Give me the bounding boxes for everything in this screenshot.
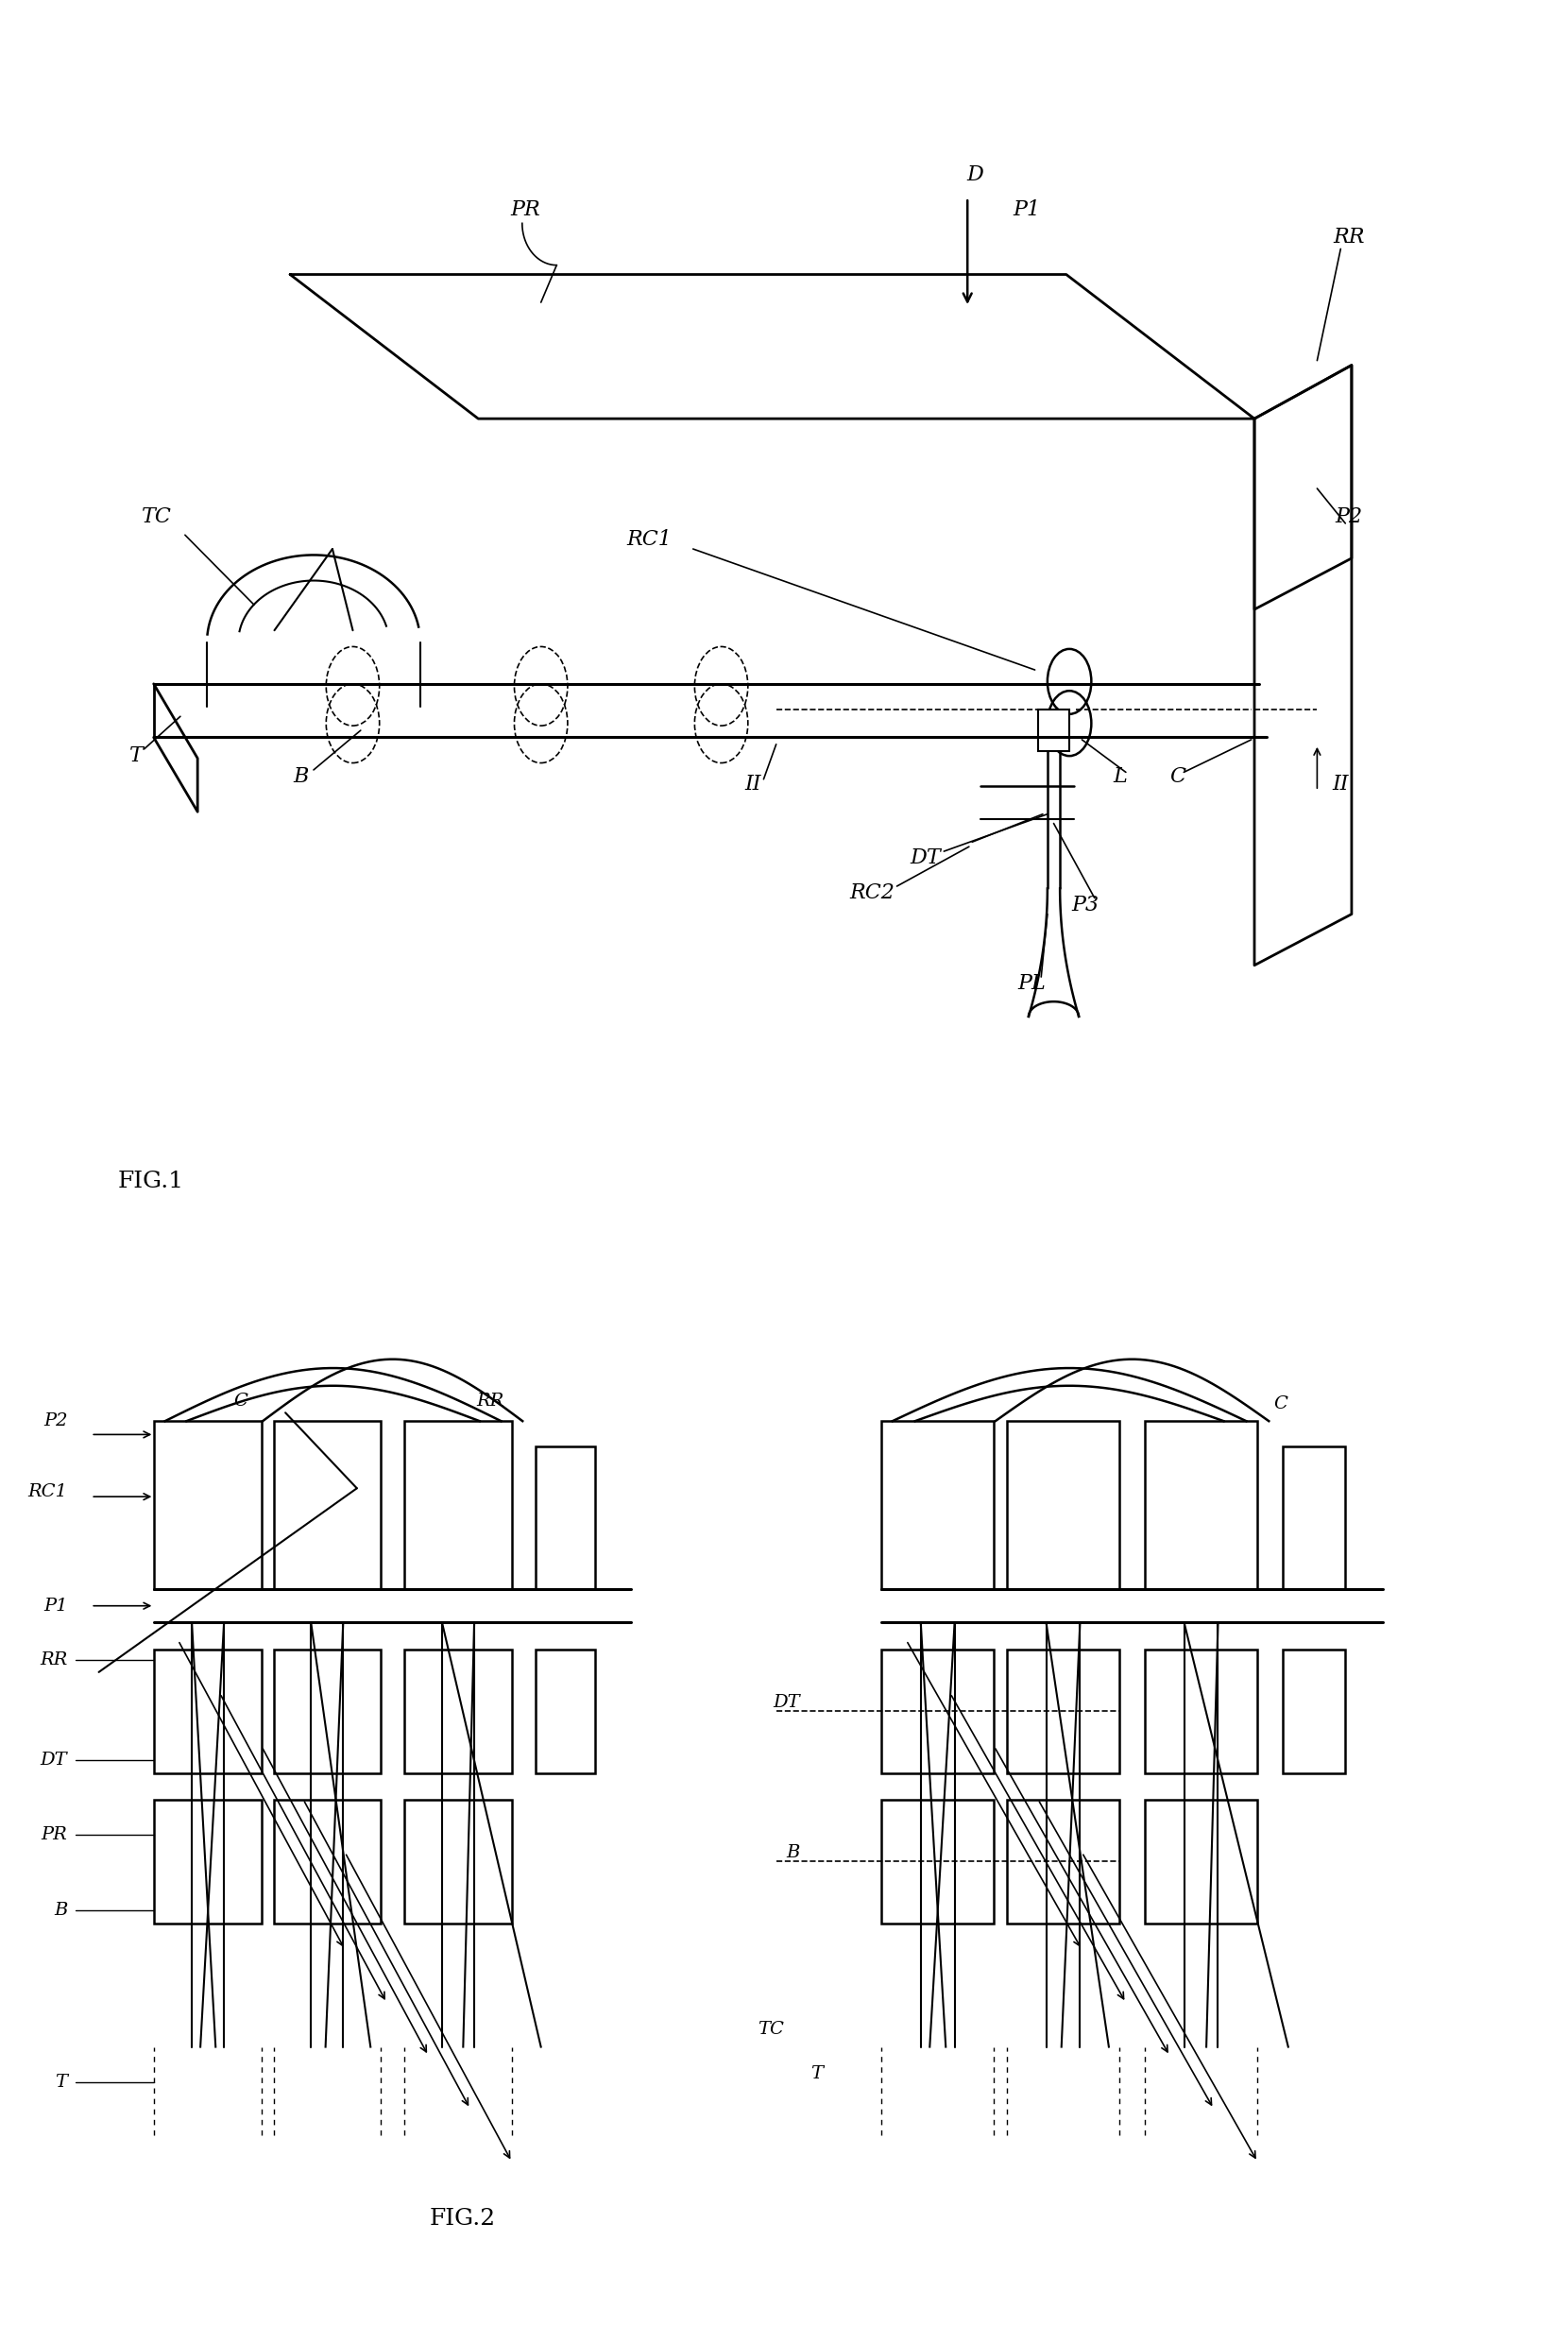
- Text: P2: P2: [1334, 507, 1363, 526]
- Bar: [154, 1800, 262, 1924]
- Text: C: C: [1273, 1396, 1287, 1412]
- Bar: [1145, 1649, 1258, 1772]
- Bar: [1007, 1649, 1120, 1772]
- Bar: [273, 1649, 381, 1772]
- Bar: [1145, 1421, 1258, 1589]
- Text: DT: DT: [909, 849, 941, 868]
- Bar: [881, 1649, 994, 1772]
- Bar: [1007, 1421, 1120, 1589]
- Text: RR: RR: [39, 1651, 67, 1668]
- Text: T: T: [811, 2065, 823, 2082]
- Bar: [1283, 1447, 1345, 1589]
- Text: B: B: [786, 1845, 800, 1861]
- Text: DT: DT: [41, 1751, 67, 1768]
- Text: P3: P3: [1071, 896, 1099, 914]
- Text: P1: P1: [1013, 200, 1041, 219]
- Bar: [273, 1421, 381, 1589]
- Text: FIG.1: FIG.1: [118, 1170, 183, 1193]
- Text: D: D: [967, 165, 983, 184]
- Bar: [154, 1649, 262, 1772]
- Bar: [154, 1421, 262, 1589]
- Text: RR: RR: [477, 1393, 505, 1410]
- Bar: [1283, 1649, 1345, 1772]
- Text: PL: PL: [1018, 975, 1046, 993]
- Text: TC: TC: [141, 507, 172, 526]
- Bar: [273, 1800, 381, 1924]
- Text: P2: P2: [44, 1412, 67, 1430]
- Text: TC: TC: [757, 2021, 784, 2038]
- Text: PR: PR: [41, 1826, 67, 1842]
- Text: C: C: [234, 1393, 248, 1410]
- Text: RC2: RC2: [850, 884, 894, 902]
- Text: DT: DT: [773, 1693, 800, 1710]
- Text: T: T: [55, 2075, 67, 2091]
- Bar: [881, 1421, 994, 1589]
- Text: C: C: [1170, 768, 1185, 786]
- Bar: [405, 1649, 511, 1772]
- Bar: [1007, 1800, 1120, 1924]
- Bar: [536, 1447, 596, 1589]
- Bar: [536, 1649, 596, 1772]
- Text: RC1: RC1: [627, 530, 671, 549]
- Text: FIG.2: FIG.2: [430, 2207, 495, 2231]
- Text: B: B: [293, 768, 309, 786]
- Text: II: II: [1333, 775, 1348, 793]
- Bar: [405, 1421, 511, 1589]
- Text: T: T: [130, 747, 143, 765]
- Bar: [1038, 709, 1069, 751]
- Text: RC1: RC1: [28, 1484, 67, 1500]
- Bar: [881, 1800, 994, 1924]
- Text: II: II: [745, 775, 760, 793]
- Text: L: L: [1113, 768, 1126, 786]
- Text: PR: PR: [510, 200, 541, 219]
- Text: P1: P1: [44, 1598, 67, 1614]
- Bar: [405, 1800, 511, 1924]
- Text: RR: RR: [1333, 228, 1364, 247]
- Bar: [1145, 1800, 1258, 1924]
- Text: B: B: [53, 1900, 67, 1919]
